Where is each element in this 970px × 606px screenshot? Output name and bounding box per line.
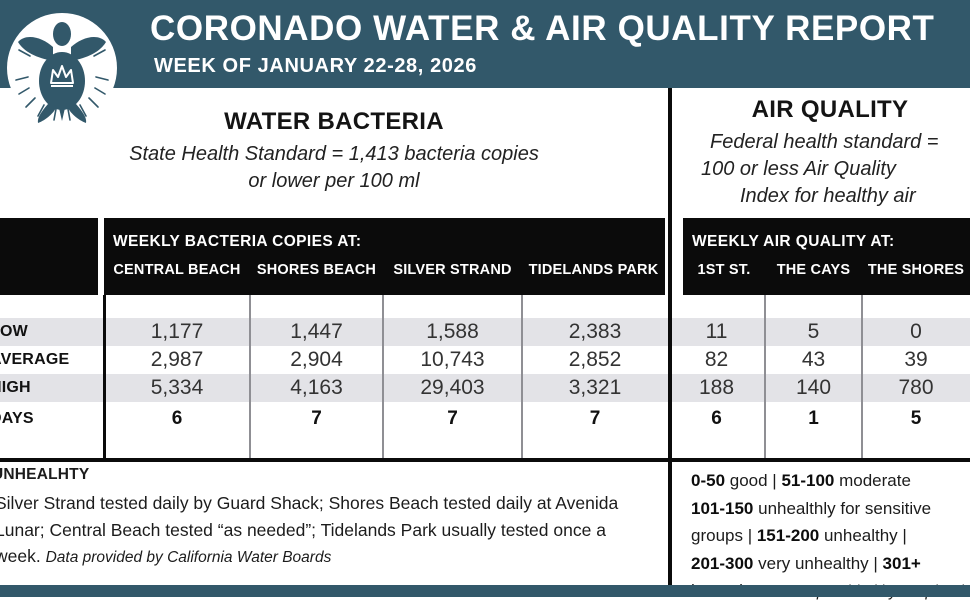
water-bacteria-section-header: WATER BACTERIA State Health Standard = 1… (0, 108, 668, 195)
column-header-tidelands-park: TIDELANDS PARK (528, 262, 659, 278)
aqi-legend-line1: 0-50 good | 51-100 moderate (691, 467, 970, 495)
table-cell: 43 (801, 348, 826, 371)
aqi-range: 101-150 (691, 498, 754, 518)
aqi-desc: groups | (691, 526, 757, 545)
table-cell: 5 (910, 408, 922, 429)
table-cell: 10,743 (420, 348, 485, 371)
water-standard-line2: or lower per 100 ml (248, 170, 420, 192)
table-cell: 1,447 (290, 320, 343, 343)
water-footnote: UNHEALHTY Silver Strand tested daily by … (0, 466, 656, 572)
table-cell: 5,334 (150, 376, 204, 399)
water-standard-line1: State Health Standard = 1,413 bacteria c… (129, 143, 539, 165)
column-divider (103, 295, 106, 458)
table-row-low: LOW 1,177 1,447 1,588 2,383 11 5 0 (0, 318, 970, 346)
aqi-desc: good | (725, 471, 782, 490)
water-footnote-line2: Lunar; Central Beach tested “as needed”;… (0, 519, 606, 540)
aqi-range: 51-100 (781, 471, 835, 490)
aqi-legend-line3: groups | 151-200 unhealthy | (691, 522, 970, 550)
column-header-the-shores: THE SHORES (867, 262, 965, 278)
water-footnote-heading: UNHEALHTY (0, 466, 90, 483)
column-divider (521, 295, 523, 458)
table-cell: 6 (711, 408, 722, 429)
column-divider (249, 295, 251, 458)
table-cell: 4,163 (290, 376, 343, 399)
aqi-range: 151-200 (756, 526, 820, 545)
table-body: LOW 1,177 1,447 1,588 2,383 11 5 0 AVERA… (0, 295, 970, 436)
table-cell: 1,177 (150, 320, 204, 343)
water-footnote-body: Silver Strand tested daily by Guard Shac… (0, 490, 656, 572)
row-label: DAYS (0, 410, 34, 427)
aqi-legend-line4: 201-300 very unhealthy | 301+ (691, 550, 970, 578)
table-bottom-border (0, 458, 970, 462)
water-bacteria-title: WATER BACTERIA (224, 108, 444, 135)
water-footnote-line1: Silver Strand tested daily by Guard Shac… (0, 493, 619, 513)
quality-data-table: WEEKLY BACTERIA COPIES AT: CENTRAL BEACH… (0, 218, 970, 462)
air-quality-section-header: AIR QUALITY Federal health standard = 10… (668, 96, 970, 210)
report-week-subtitle: WEEK OF JANUARY 22-28, 2026 (154, 55, 477, 77)
table-cell: 2,904 (290, 348, 343, 371)
table-cell: 7 (589, 408, 601, 429)
table-header-corner-cell (0, 218, 98, 295)
air-standard-line2: 100 or less Air Quality (701, 158, 896, 180)
table-cell: 5 (807, 320, 820, 343)
table-cell: 11 (705, 320, 728, 343)
air-table-header: WEEKLY AIR QUALITY AT: 1ST ST. THE CAYS … (683, 218, 970, 295)
table-cell: 2,383 (568, 320, 622, 343)
table-cell: 7 (447, 408, 458, 429)
table-row-high: HIGH 5,334 4,163 29,403 3,321 188 140 78… (0, 374, 970, 402)
row-label: AVERAGE (0, 351, 70, 368)
table-cell: 1 (808, 408, 819, 429)
column-header-1st-st: 1ST ST. (697, 262, 751, 278)
table-cell: 82 (704, 348, 729, 371)
column-header-central-beach: CENTRAL BEACH (113, 262, 241, 278)
aqi-desc: moderate (834, 471, 911, 490)
aqi-desc: unhealthy | (819, 526, 907, 545)
column-divider (382, 295, 384, 458)
column-header-silver-strand: SILVER STRAND (393, 262, 512, 278)
column-divider (764, 295, 766, 458)
section-divider (668, 88, 672, 585)
table-cell: 1,588 (426, 320, 479, 343)
table-cell: 2,987 (150, 348, 204, 371)
table-cell: 7 (311, 408, 322, 429)
table-cell: 2,852 (568, 348, 622, 371)
column-divider (861, 295, 863, 458)
water-table-header-label: WEEKLY BACTERIA COPIES AT: (113, 233, 362, 250)
water-table-header: WEEKLY BACTERIA COPIES AT: CENTRAL BEACH… (104, 218, 665, 295)
bottom-accent-bar (0, 585, 970, 597)
turtle-crown-logo-icon (7, 13, 117, 123)
aqi-range: 201-300 (691, 553, 754, 573)
table-row-days: DAYS 6 7 7 7 6 1 5 (0, 402, 970, 436)
table-cell: 3,321 (568, 376, 622, 399)
table-cell: 780 (898, 376, 934, 399)
column-header-the-cays: THE CAYS (776, 262, 851, 278)
aqi-legend-line2: 101-150 unhealthly for sensitive (691, 495, 970, 523)
table-cell: 39 (904, 348, 928, 371)
header-banner: CORONADO WATER & AIR QUALITY REPORT WEEK… (0, 0, 970, 88)
air-table-header-label: WEEKLY AIR QUALITY AT: (692, 233, 895, 250)
row-label: HIGH (0, 379, 31, 396)
aqi-desc: unhealthly for sensitive (753, 498, 932, 518)
table-row-average: AVERAGE 2,987 2,904 10,743 2,852 82 43 3… (0, 346, 970, 374)
water-data-credit: Data provided by California Water Boards (45, 549, 332, 566)
table-cell: 0 (910, 320, 922, 343)
table-cell: 6 (171, 408, 183, 429)
water-footnote-line3: week. (0, 546, 46, 566)
aqi-range: 301+ (882, 553, 921, 573)
row-label: LOW (0, 323, 28, 340)
air-standard-line1: Federal health standard = (710, 131, 939, 153)
report-title: CORONADO WATER & AIR QUALITY REPORT (150, 9, 935, 48)
table-cell: 140 (795, 376, 832, 399)
air-quality-title: AIR QUALITY (751, 96, 909, 123)
table-cell: 188 (698, 376, 735, 399)
aqi-desc: very unhealthy | (753, 553, 883, 573)
table-cell: 29,403 (420, 376, 485, 399)
air-standard-line3: Index for healthy air (740, 185, 916, 207)
aqi-range: 0-50 (691, 471, 726, 490)
column-header-shores-beach: SHORES BEACH (256, 262, 377, 278)
